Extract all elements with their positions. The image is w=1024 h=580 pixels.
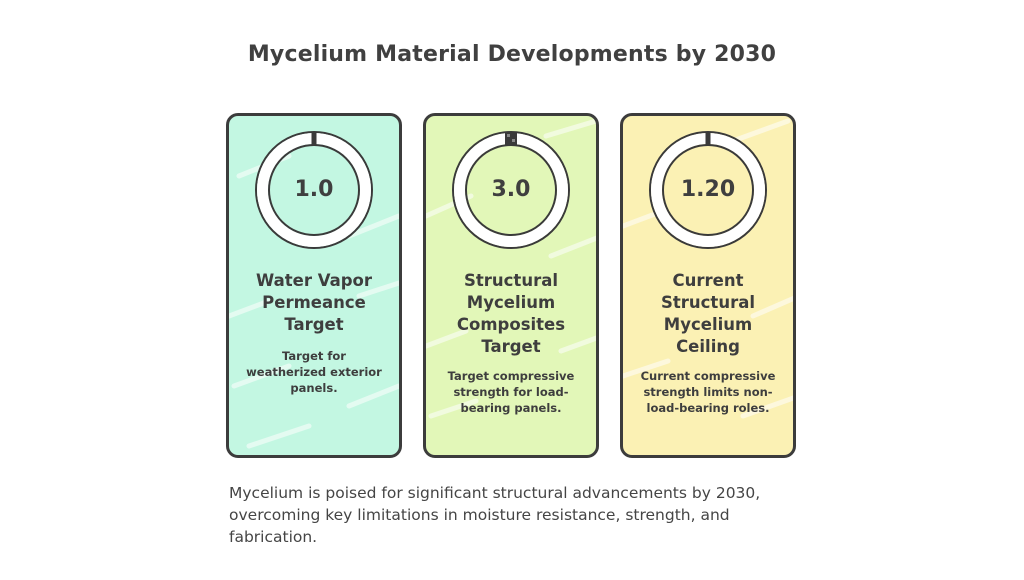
gauge: 3.0 xyxy=(445,124,577,256)
progress-ring-icon xyxy=(452,131,570,249)
card-title: Water Vapor Permeance Target xyxy=(256,271,372,334)
gauge: 1.0 xyxy=(248,124,380,256)
card-current-ceiling: 1.20 Current Structural Mycelium Ceiling… xyxy=(620,113,796,458)
card-title: Current Structural Mycelium Ceiling xyxy=(661,271,755,356)
gauge-value: 1.20 xyxy=(680,177,736,202)
progress-ring-icon xyxy=(255,131,373,249)
card-description: Current compressive strength limits non-… xyxy=(640,369,776,415)
gauge-value: 1.0 xyxy=(294,177,334,202)
card-description: Target for weatherized exterior panels. xyxy=(246,349,382,395)
progress-ring-icon xyxy=(649,131,767,249)
card-structural-composites: 3.0 Structural Mycelium Composites Targe… xyxy=(423,113,599,458)
diagram-title: Mycelium Material Developments by 2030 xyxy=(247,42,777,67)
card-description: Target compressive strength for load-bea… xyxy=(447,369,575,415)
gauge: 1.20 xyxy=(642,124,774,256)
card-title: Structural Mycelium Composites Target xyxy=(456,271,566,356)
gauge-value: 3.0 xyxy=(491,177,531,202)
summary-text: Mycelium is poised for significant struc… xyxy=(229,484,761,546)
card-water-vapor: 1.0 Water Vapor Permeance Target Target … xyxy=(226,113,402,458)
